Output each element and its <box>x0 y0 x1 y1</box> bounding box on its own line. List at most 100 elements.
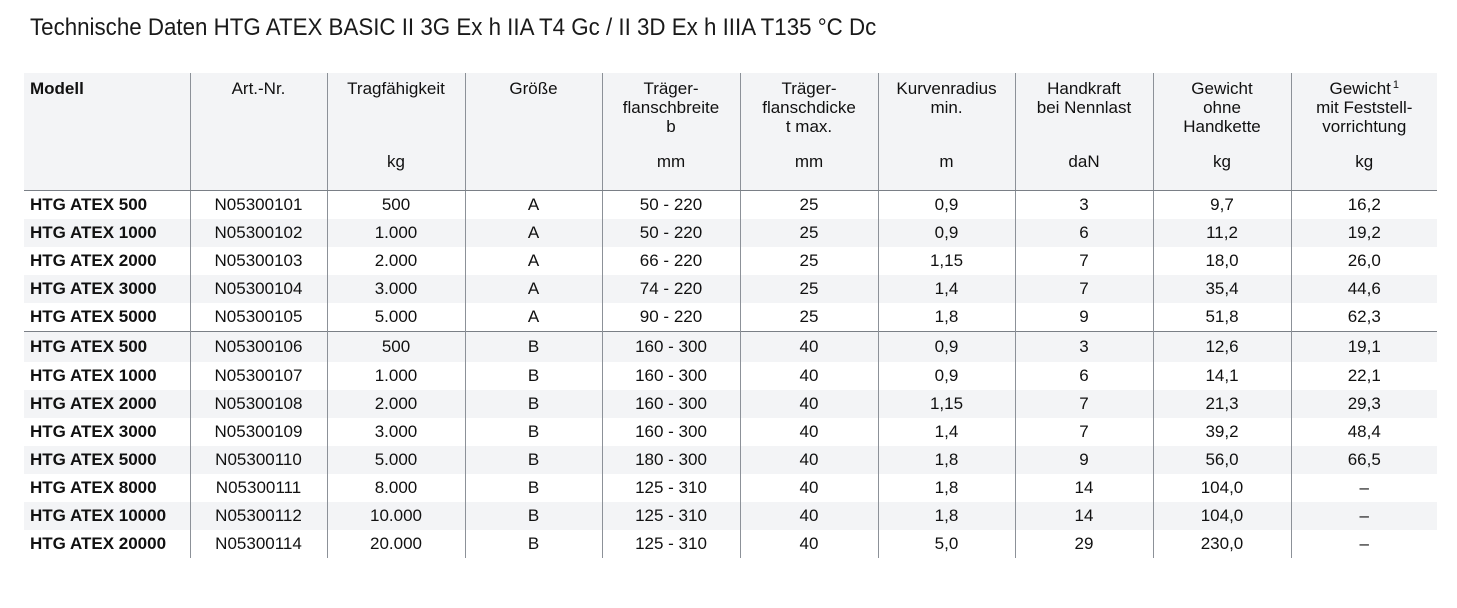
cell-gewicht-mit-feststellvorrichtung: 22,1 <box>1290 362 1437 390</box>
cell-flanschdicke: 25 <box>739 247 878 275</box>
header-label: Gewicht 1 mit Feststell-vorrichtung <box>1316 79 1413 136</box>
cell-gewicht-ohne-handkette: 11,2 <box>1152 219 1291 247</box>
cell-gewicht-ohne-handkette: 230,0 <box>1152 530 1291 558</box>
cell-gewicht-mit-feststellvorrichtung: 48,4 <box>1290 418 1437 446</box>
cell-flanschbreite: 160 - 300 <box>601 390 740 418</box>
cell-modell: HTG ATEX 20000 <box>30 534 167 553</box>
column-header-gewicht-mit-feststellvorrichtung: Gewicht 1 mit Feststell-vorrichtung kg <box>1290 73 1437 191</box>
cell-handkraft: 7 <box>1014 275 1153 303</box>
cell-flanschbreite: 160 - 300 <box>601 418 740 446</box>
header-row: Modell Art.-Nr. Tragfähigkeit kg Größe Tr… <box>24 73 1437 191</box>
cell-tragfaehigkeit: 1.000 <box>326 219 465 247</box>
cell-kurvenradius: 5,0 <box>877 530 1015 558</box>
cell-gewicht-mit-feststellvorrichtung: 26,0 <box>1290 247 1437 275</box>
cell-groesse: A <box>464 303 602 332</box>
table-row: HTG ATEX 3000 N05300104 3.000 A 74 - 220 25 1,… <box>24 275 1437 303</box>
cell-gewicht-mit-feststellvorrichtung: 29,3 <box>1290 390 1437 418</box>
cell-flanschbreite: 125 - 310 <box>601 530 740 558</box>
cell-tragfaehigkeit: 500 <box>326 190 465 219</box>
cell-flanschbreite: 125 - 310 <box>601 474 740 502</box>
cell-flanschbreite: 160 - 300 <box>601 331 740 362</box>
cell-tragfaehigkeit: 500 <box>326 331 465 362</box>
cell-groesse: B <box>464 502 602 530</box>
cell-tragfaehigkeit: 8.000 <box>326 474 465 502</box>
cell-art-nr: N05300107 <box>189 362 327 390</box>
cell-gewicht-ohne-handkette: 12,6 <box>1152 331 1291 362</box>
cell-flanschdicke: 25 <box>739 303 878 332</box>
cell-art-nr: N05300111 <box>189 474 327 502</box>
table-row: HTG ATEX 20000 N05300114 20.000 B 125 - 310 4… <box>24 530 1437 558</box>
cell-modell: HTG ATEX 5000 <box>30 307 157 326</box>
table-row: HTG ATEX 5000 N05300110 5.000 B 180 - 300 40 1… <box>24 446 1437 474</box>
cell-groesse: B <box>464 362 602 390</box>
cell-tragfaehigkeit: 2.000 <box>326 247 465 275</box>
cell-flanschdicke: 40 <box>739 331 878 362</box>
cell-handkraft: 14 <box>1014 502 1153 530</box>
cell-modell: HTG ATEX 8000 <box>30 478 157 497</box>
cell-flanschbreite: 180 - 300 <box>601 446 740 474</box>
cell-gewicht-ohne-handkette: 56,0 <box>1152 446 1291 474</box>
table-row: HTG ATEX 2000 N05300108 2.000 B 160 - 300 40 1… <box>24 390 1437 418</box>
cell-groesse: B <box>464 446 602 474</box>
cell-gewicht-ohne-handkette: 51,8 <box>1152 303 1291 332</box>
table-row: HTG ATEX 1000 N05300107 1.000 B 160 - 300 40 0… <box>24 362 1437 390</box>
header-label: Gewicht ohne Handkette <box>1183 79 1261 136</box>
cell-gewicht-ohne-handkette: 35,4 <box>1152 275 1291 303</box>
cell-modell: HTG ATEX 5000 <box>24 446 190 474</box>
cell-gewicht-mit-feststellvorrichtung: 16,2 <box>1290 190 1437 219</box>
cell-handkraft: 7 <box>1014 390 1153 418</box>
cell-modell: HTG ATEX 3000 <box>30 422 157 441</box>
cell-gewicht-ohne-handkette: 21,3 <box>1152 390 1291 418</box>
cell-art-nr: N05300114 <box>189 530 327 558</box>
header-unit: m <box>939 152 954 171</box>
cell-handkraft: 9 <box>1014 446 1153 474</box>
cell-groesse: B <box>464 418 602 446</box>
column-header-tragfaehigkeit: Tragfähigkeit kg <box>326 73 465 191</box>
column-header-art-nr: Art.-Nr. <box>189 73 327 191</box>
cell-flanschdicke: 40 <box>739 362 878 390</box>
cell-handkraft: 14 <box>1014 474 1153 502</box>
cell-handkraft: 9 <box>1014 303 1153 332</box>
table-row: HTG ATEX 5000 N05300105 5.000 A 90 - 220 25 1,… <box>24 303 1437 332</box>
cell-flanschdicke: 40 <box>739 390 878 418</box>
column-header-traegerflanschdicke: Träger-flanschdicke t max. mm <box>739 73 878 191</box>
cell-gewicht-ohne-handkette: 14,1 <box>1152 362 1291 390</box>
cell-handkraft: 3 <box>1014 190 1153 219</box>
header-label: Träger-flanschbreite b <box>622 79 720 136</box>
cell-kurvenradius: 1,8 <box>877 502 1015 530</box>
table-row: HTG ATEX 500 N05300101 500 A 50 - 220 25 0,9 3 9… <box>24 190 1437 219</box>
cell-flanschbreite: 74 - 220 <box>601 275 740 303</box>
table-row: HTG ATEX 8000 N05300111 8.000 B 125 - 310 40 1… <box>24 474 1437 502</box>
cell-kurvenradius: 0,9 <box>877 331 1015 362</box>
header-unit: kg <box>387 152 405 171</box>
cell-flanschdicke: 25 <box>739 275 878 303</box>
cell-flanschdicke: 40 <box>739 418 878 446</box>
cell-kurvenradius: 1,8 <box>877 446 1015 474</box>
spec-table: Modell Art.-Nr. Tragfähigkeit kg Größe Tr… <box>24 73 1437 558</box>
table-row: HTG ATEX 10000 N05300112 10.000 B 125 - 310 4… <box>24 502 1437 530</box>
cell-kurvenradius: 1,15 <box>877 390 1015 418</box>
cell-gewicht-mit-feststellvorrichtung: 19,1 <box>1290 331 1437 362</box>
cell-art-nr: N05300112 <box>189 502 327 530</box>
cell-art-nr: N05300109 <box>189 418 327 446</box>
column-header-groesse: Größe <box>464 73 602 191</box>
cell-groesse: B <box>464 390 602 418</box>
cell-gewicht-mit-feststellvorrichtung: 44,6 <box>1290 275 1437 303</box>
header-unit: daN <box>1068 152 1100 171</box>
cell-art-nr: N05300105 <box>189 303 327 332</box>
header-label: Modell <box>30 79 84 98</box>
cell-modell: HTG ATEX 1000 <box>30 366 157 385</box>
cell-kurvenradius: 1,4 <box>877 418 1015 446</box>
header-label: Art.-Nr. <box>231 79 286 98</box>
cell-handkraft: 7 <box>1014 247 1153 275</box>
cell-art-nr: N05300102 <box>189 219 327 247</box>
cell-kurvenradius: 0,9 <box>877 219 1015 247</box>
cell-gewicht-mit-feststellvorrichtung: – <box>1290 502 1437 530</box>
header-unit: mm <box>794 152 824 171</box>
cell-gewicht-ohne-handkette: 104,0 <box>1152 474 1291 502</box>
cell-flanschbreite: 66 - 220 <box>601 247 740 275</box>
column-header-handkraft: Handkraft bei Nennlast daN <box>1014 73 1153 191</box>
cell-handkraft: 6 <box>1014 362 1153 390</box>
cell-flanschbreite: 50 - 220 <box>601 219 740 247</box>
cell-kurvenradius: 1,8 <box>877 303 1015 332</box>
